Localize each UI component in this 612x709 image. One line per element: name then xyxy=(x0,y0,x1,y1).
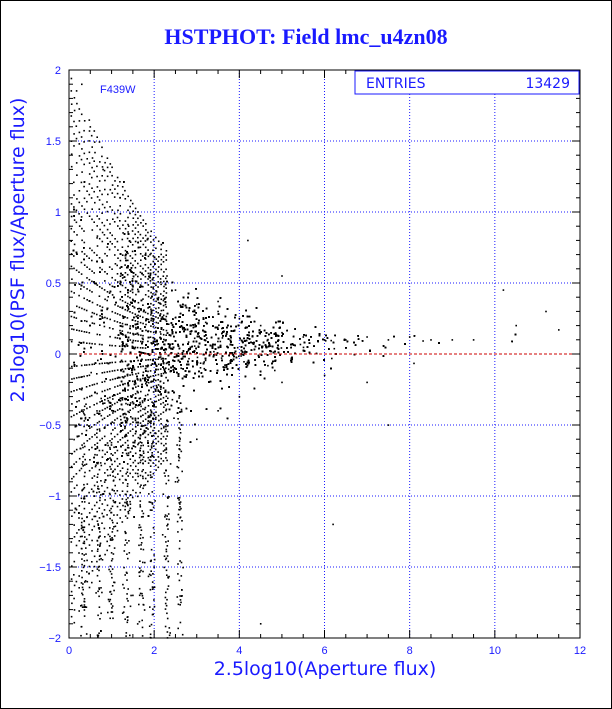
data-point xyxy=(160,309,163,312)
data-point xyxy=(413,362,415,365)
data-point xyxy=(221,327,223,330)
data-point xyxy=(177,352,179,355)
data-point xyxy=(193,345,196,347)
data-point xyxy=(219,340,222,343)
data-point xyxy=(152,286,154,289)
data-point xyxy=(135,328,137,330)
data-point xyxy=(187,341,190,343)
data-point xyxy=(164,297,166,300)
data-point xyxy=(280,347,283,349)
data-point xyxy=(153,422,155,425)
data-point xyxy=(218,324,220,326)
data-point xyxy=(178,316,180,318)
data-point xyxy=(267,364,269,367)
data-point xyxy=(243,361,245,363)
data-point xyxy=(171,398,174,401)
data-point xyxy=(330,339,332,342)
data-point xyxy=(204,359,207,362)
data-point xyxy=(217,340,219,343)
data-point xyxy=(269,345,272,347)
data-point xyxy=(204,321,207,324)
data-point xyxy=(173,417,175,419)
data-point xyxy=(224,364,226,366)
data-point xyxy=(199,362,202,364)
data-point xyxy=(127,588,129,590)
data-point xyxy=(147,340,149,343)
data-point xyxy=(127,454,130,457)
data-point xyxy=(192,310,194,313)
data-point xyxy=(203,361,205,363)
data-point xyxy=(213,350,215,353)
data-point xyxy=(103,402,106,404)
data-point xyxy=(333,347,336,350)
data-point xyxy=(236,346,239,349)
grid-lines xyxy=(69,70,580,638)
data-point xyxy=(199,367,202,369)
data-point xyxy=(302,346,305,349)
data-point xyxy=(324,340,327,342)
data-point xyxy=(90,371,92,374)
data-point xyxy=(238,355,240,358)
data-point xyxy=(160,281,162,283)
data-point xyxy=(220,357,223,359)
data-point xyxy=(217,300,219,303)
data-point xyxy=(94,465,97,468)
data-point xyxy=(119,283,122,286)
data-point xyxy=(203,367,206,370)
data-point xyxy=(80,288,82,290)
data-points xyxy=(70,77,560,639)
data-point xyxy=(180,367,182,370)
data-point xyxy=(107,474,109,477)
data-point xyxy=(96,237,98,239)
data-point xyxy=(267,338,269,341)
data-point xyxy=(164,351,166,354)
data-point xyxy=(188,357,190,360)
data-point xyxy=(274,369,276,372)
data-point xyxy=(120,281,122,284)
data-point xyxy=(107,296,109,298)
data-point xyxy=(196,356,199,359)
data-point xyxy=(164,303,167,306)
data-point xyxy=(331,357,333,360)
data-point xyxy=(126,323,128,326)
data-point xyxy=(422,340,424,342)
data-point xyxy=(240,355,242,357)
data-point xyxy=(182,328,184,331)
data-point xyxy=(132,286,134,288)
data-point xyxy=(221,337,224,339)
data-point xyxy=(97,359,99,362)
chart-title: HSTPHOT: Field lmc_u4zn08 xyxy=(164,24,448,49)
data-point xyxy=(138,307,140,310)
data-point xyxy=(193,337,196,340)
data-point xyxy=(155,307,157,310)
data-point xyxy=(159,356,162,358)
data-point xyxy=(153,282,156,285)
data-point xyxy=(80,376,82,378)
data-point xyxy=(299,343,302,346)
data-point xyxy=(167,323,170,325)
data-point xyxy=(142,338,144,341)
data-point xyxy=(120,418,122,421)
data-point xyxy=(159,331,162,333)
data-point xyxy=(144,408,146,411)
data-point xyxy=(167,368,170,371)
data-point xyxy=(206,337,208,339)
